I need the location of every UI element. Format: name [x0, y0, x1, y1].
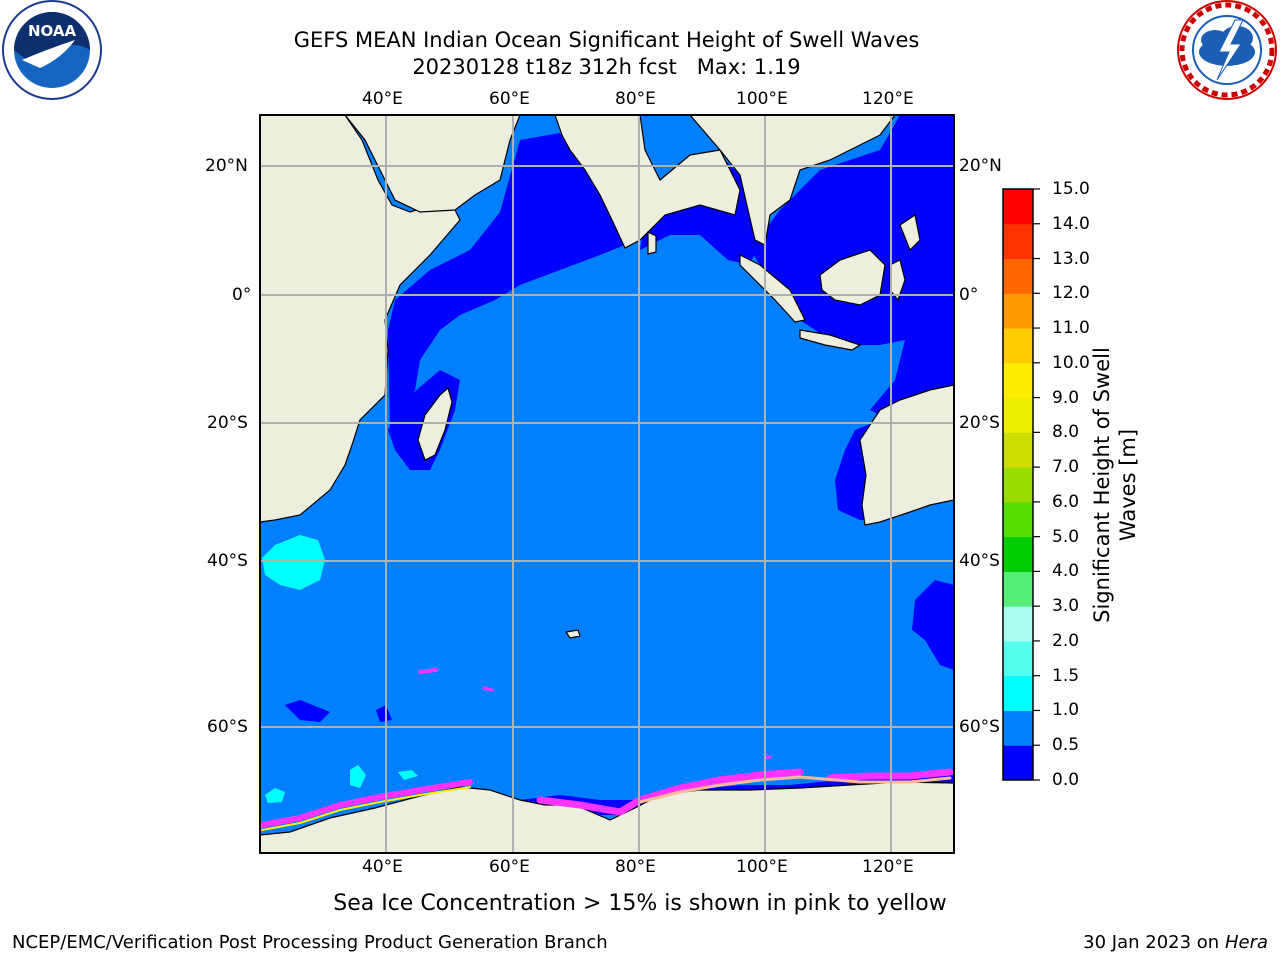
colorbar-swatch-15 [1003, 223, 1033, 260]
colorbar-swatch-16 [1003, 189, 1033, 225]
colorbar-swatch-14 [1003, 258, 1033, 294]
lon-tick-bottom-100e: 100°E [736, 857, 788, 877]
colorbar-tick-label-3: 1.5 [1052, 665, 1080, 686]
footer-date: 30 Jan 2023 on Hera [1083, 932, 1268, 953]
lat-tick-right-60s: 60°S [959, 717, 1000, 737]
colorbar-swatch-1 [1003, 710, 1033, 746]
lat-tick-left-20s: 20°S [207, 413, 248, 433]
colorbar-swatch-13 [1003, 293, 1033, 329]
map-frame [259, 114, 955, 854]
colorbar-tick-label-5: 3.0 [1052, 596, 1080, 617]
map-grid [260, 115, 954, 853]
colorbar-tick-label-12: 10.0 [1052, 352, 1090, 373]
map-title: GEFS MEAN Indian Ocean Significant Heigh… [293, 28, 920, 52]
colorbar-swatch-6 [1003, 536, 1033, 572]
colorbar-swatch-0 [1003, 745, 1033, 781]
footer-machine: Hera [1224, 932, 1268, 953]
noaa-logo-icon: NOAA [2, 0, 102, 100]
colorbar-label-line2: Waves [m] [1116, 428, 1140, 542]
lat-tick-right-20n: 20°N [959, 156, 1002, 176]
colorbar-tick-label-10: 8.0 [1052, 422, 1080, 443]
mid-swell-regions [262, 535, 418, 803]
lat-tick-left-0: 0° [232, 285, 252, 305]
sea-ice-caption: Sea Ice Concentration > 15% is shown in … [333, 891, 947, 916]
nws-logo-icon [1177, 0, 1277, 100]
colorbar-swatch-4 [1003, 606, 1033, 642]
lon-tick-bottom-60e: 60°E [489, 857, 530, 877]
colorbar-swatch-3 [1003, 640, 1033, 677]
colorbar-tick-label-9: 7.0 [1052, 457, 1080, 478]
lat-tick-left-20n: 20°N [205, 156, 248, 176]
lon-tick-top-120e: 120°E [862, 89, 914, 109]
lon-tick-top-40e: 40°E [362, 89, 403, 109]
lat-tick-right-0: 0° [959, 285, 979, 305]
lat-tick-left-40s: 40°S [207, 551, 248, 571]
colorbar-tick-label-0: 0.0 [1052, 770, 1080, 790]
lon-tick-bottom-120e: 120°E [862, 857, 914, 877]
colorbar-label-line1: Significant Height of Swell [1090, 347, 1114, 623]
colorbar-swatch-7 [1003, 501, 1033, 538]
colorbar-tick-label-1: 0.5 [1052, 735, 1080, 756]
lon-tick-top-80e: 80°E [615, 89, 656, 109]
colorbar-swatch-2 [1003, 675, 1033, 711]
colorbar-swatch-8 [1003, 467, 1033, 503]
lat-tick-right-20s: 20°S [959, 413, 1000, 433]
colorbar-swatch-10 [1003, 397, 1033, 433]
lon-tick-bottom-80e: 80°E [615, 857, 656, 877]
noaa-logo-text: NOAA [28, 22, 77, 40]
sea-ice-fringe [260, 668, 954, 831]
map-subtitle: 20230128 t18z 312h fcst Max: 1.19 [412, 55, 801, 79]
lon-tick-top-60e: 60°E [489, 89, 530, 109]
colorbar-tick-label-4: 2.0 [1052, 630, 1080, 651]
colorbar-tick-label-7: 5.0 [1052, 526, 1080, 547]
colorbar-tick-label-11: 9.0 [1052, 387, 1080, 408]
colorbar-swatch-12 [1003, 328, 1033, 364]
colorbar-tick-label-13: 11.0 [1052, 318, 1090, 339]
colorbar-frame [1002, 188, 1034, 781]
colorbar-tick-label-17: 15.0 [1052, 179, 1090, 199]
colorbar-tick-label-2: 1.0 [1052, 700, 1080, 721]
nws-logo [1175, 0, 1280, 105]
colorbar-tick-label-8: 6.0 [1052, 491, 1080, 512]
land-masses [260, 115, 954, 853]
lon-tick-top-100e: 100°E [736, 89, 788, 109]
colorbar-tick-label-14: 12.0 [1052, 283, 1090, 304]
colorbar-tick-label-6: 4.0 [1052, 561, 1080, 582]
lat-tick-left-60s: 60°S [207, 717, 248, 737]
colorbar-swatch-9 [1003, 432, 1033, 468]
noaa-logo: NOAA [0, 0, 105, 105]
colorbar-tick-label-16: 14.0 [1052, 213, 1090, 234]
lat-tick-right-40s: 40°S [959, 551, 1000, 571]
footer-date-text: 30 Jan 2023 on [1083, 932, 1225, 953]
colorbar [1003, 188, 1040, 781]
lon-tick-bottom-40e: 40°E [362, 857, 403, 877]
footer-branch: NCEP/EMC/Verification Post Processing Pr… [12, 932, 608, 953]
colorbar-tick-label-15: 13.0 [1052, 248, 1090, 269]
colorbar-swatch-5 [1003, 571, 1033, 607]
colorbar-swatch-11 [1003, 362, 1033, 399]
